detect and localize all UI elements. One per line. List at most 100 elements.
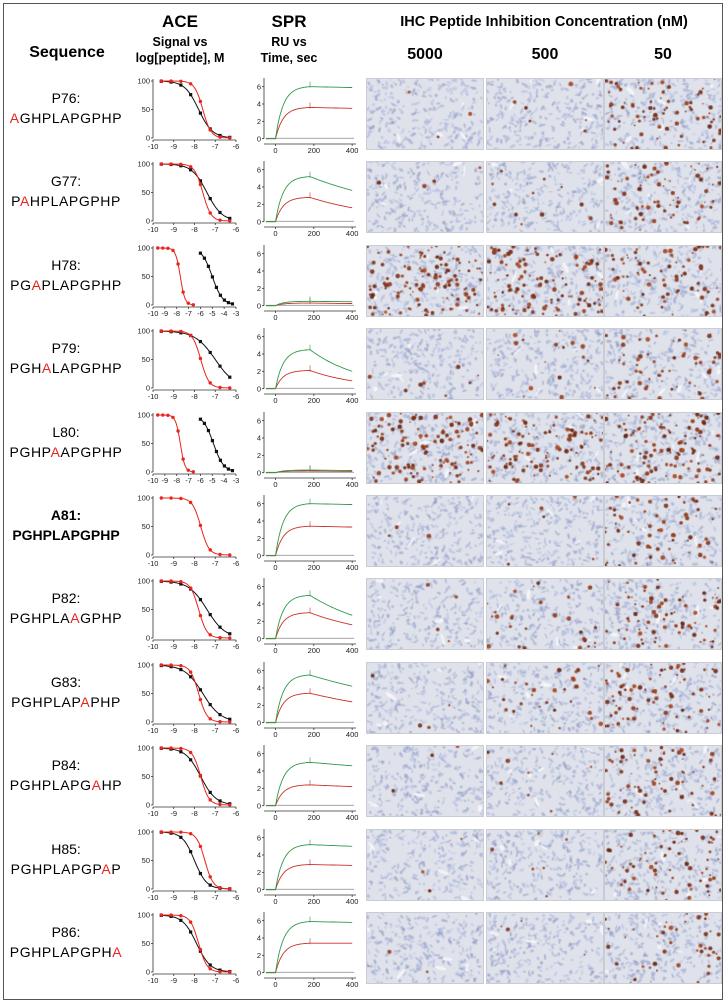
ace-reference-curve <box>161 831 230 889</box>
sequence-suffix: P <box>111 860 122 877</box>
ace-reference-point <box>198 947 203 952</box>
spr-y-tick-label: 6 <box>257 332 261 341</box>
spr-y-tick-label: 4 <box>257 683 261 692</box>
spr-y-tick-label: 6 <box>257 833 261 842</box>
ace-x-tick-label: -6 <box>233 726 240 735</box>
ace-variant-point <box>189 849 193 853</box>
spr-high-trace <box>265 176 353 223</box>
ace-reference-point <box>181 457 185 461</box>
ace-reference-point <box>228 970 232 974</box>
ace-chart: 0 50 100 -10 -9 -8 -7 -6 -5 -4 -3 <box>137 243 239 318</box>
ace-variant-point <box>198 111 203 115</box>
spr-y-tick-label: 0 <box>257 468 261 477</box>
ace-x-tick-label: -8 <box>191 976 198 985</box>
ace-x-tick-label: -7 <box>212 726 219 735</box>
ace-y-tick-label: 0 <box>146 634 150 643</box>
ace-reference-point <box>198 183 203 187</box>
ace-y-tick-label: 100 <box>137 911 150 920</box>
ace-reference-curve <box>161 580 230 639</box>
ace-reference-curve <box>157 414 194 472</box>
peptide-name: L80: <box>52 423 80 440</box>
sequence-prefix: PGHPLAPG <box>9 777 92 794</box>
ace-variant-point <box>198 417 203 421</box>
spr-y-tick-label: 2 <box>257 951 261 960</box>
ace-reference-point <box>198 99 203 104</box>
ihc-image <box>486 578 604 651</box>
ace-reference-point <box>218 802 222 807</box>
peptide-row: G83: PGHPLAPAPHP 0 50 100 -10 -9 -8 -7 -6 0 2 4 6 0 200… <box>4 657 722 739</box>
ace-variant-point <box>222 463 227 468</box>
ace-x-tick-label: -8 <box>191 726 198 735</box>
peptide-name: H78: <box>51 256 81 273</box>
ace-reference-point <box>208 716 212 721</box>
ace-reference-point <box>188 670 193 674</box>
spr-chart: 0 2 4 6 0 200 400 <box>257 411 358 489</box>
ace-reference-point <box>218 719 222 724</box>
spr-x-tick-label: 200 <box>308 229 321 238</box>
ace-variant-curve <box>161 914 230 972</box>
ace-variant-point <box>208 963 212 967</box>
ace-x-tick-label: -10 <box>148 976 159 985</box>
ace-x-tick-label: -8 <box>191 559 198 568</box>
ihc-image <box>486 411 604 484</box>
ace-x-tick-label: -7 <box>212 976 219 985</box>
sequence-suffix: PHP <box>90 693 121 710</box>
ihc-image <box>604 745 722 818</box>
ihc-image <box>604 78 722 150</box>
peptide-row: P82: PGHPLAAGPHP 0 50 100 -10 -9 -8 -7 -6 0 2 4 6 0 200… <box>4 573 722 655</box>
ace-x-tick-label: -10 <box>148 476 159 485</box>
ace-reference-point <box>228 553 232 557</box>
ace-variant-curve <box>161 664 230 720</box>
spr-y-tick-label: 2 <box>257 117 261 126</box>
spr-x-tick-label: 400 <box>346 146 359 155</box>
spr-chart: 0 2 4 6 0 200 400 <box>257 912 358 989</box>
ace-x-tick-label: -9 <box>170 893 177 902</box>
ace-chart: 0 50 100 -10 -9 -8 -7 -6 <box>137 494 239 568</box>
sequence-prefix: PGHPLAPGPHP <box>12 527 120 543</box>
ace-reference-point <box>159 663 163 667</box>
ace-reference-point <box>218 969 222 974</box>
spr-y-tick-label: 0 <box>257 885 261 894</box>
spr-y-tick-label: 0 <box>257 134 261 143</box>
ace-y-tick-label: 100 <box>137 77 150 86</box>
ace-variant-point <box>208 883 212 887</box>
spr-x-tick-label: 400 <box>346 730 359 739</box>
sequence-mutation: A <box>80 693 91 710</box>
ace-variant-point <box>228 717 232 721</box>
ace-reference-point <box>176 428 180 433</box>
ace-variant-curve <box>161 163 230 220</box>
ace-reference-point <box>186 301 190 305</box>
spr-low-trace <box>265 612 353 640</box>
spr-y-tick-label: 4 <box>257 433 261 442</box>
peptide-row: P86: PGHPLAPGPHA 0 50 100 -10 -9 -8 -7 -6 0 2 4 6 0 200… <box>4 907 722 989</box>
sequence-mutation: A <box>41 360 52 377</box>
ace-variant-point <box>218 458 223 462</box>
ace-reference-curve <box>161 330 230 389</box>
ace-x-tick-label: -5 <box>209 309 216 318</box>
spr-high-trace <box>265 595 353 640</box>
spr-x-tick-label: 400 <box>346 897 359 906</box>
spr-high-trace <box>265 921 353 974</box>
ace-y-tick-label: 50 <box>142 439 150 448</box>
spr-y-tick-label: 0 <box>257 551 261 560</box>
ace-x-tick-label: -6 <box>233 225 240 234</box>
peptide-sequence: PGHPAAPGPHP <box>8 444 124 460</box>
ace-y-tick-label: 50 <box>142 605 150 614</box>
spr-y-tick-label: 4 <box>257 266 261 275</box>
ace-reference-curve <box>157 247 194 306</box>
ace-subheader: Signal vs log[peptide], M <box>126 34 234 66</box>
ace-variant-curve <box>161 80 230 138</box>
ace-x-tick-label: -8 <box>191 809 198 818</box>
ace-reference-point <box>159 913 163 917</box>
ace-variant-point <box>206 264 211 268</box>
peptide-row: H85: PGHPLAPGPAP 0 50 100 -10 -9 -8 -7 -6 0 2 4 6 0 200… <box>4 824 722 906</box>
ihc-image <box>366 745 484 818</box>
ace-variant-point <box>228 217 232 221</box>
spr-y-tick-label: 6 <box>257 499 261 508</box>
ihc-image <box>366 495 484 567</box>
peptide-sequence: AGHPLAPGPHP <box>8 110 124 126</box>
ace-reference-point <box>208 548 212 552</box>
spr-x-tick-label: 0 <box>273 313 277 322</box>
spr-x-tick-label: 200 <box>308 480 321 489</box>
ace-x-tick-label: -8 <box>173 476 180 485</box>
